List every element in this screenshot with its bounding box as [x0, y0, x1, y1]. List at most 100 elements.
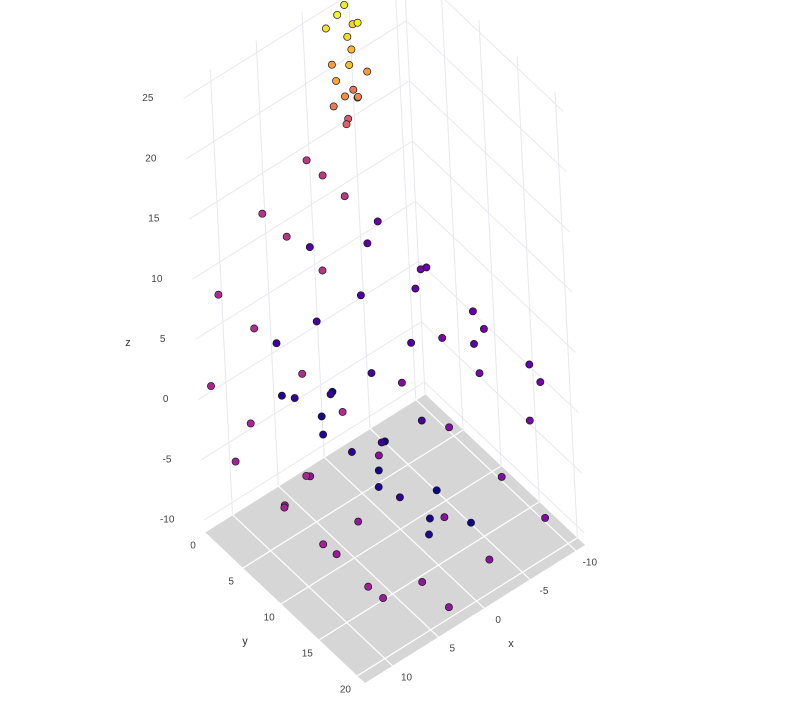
grid-line	[421, 321, 582, 474]
point	[333, 10, 342, 19]
grid-line	[198, 261, 419, 400]
point	[425, 514, 434, 523]
point	[214, 290, 223, 299]
grid-line	[280, 465, 502, 605]
point	[407, 338, 416, 347]
y-axis-title: y	[242, 635, 248, 647]
point	[432, 486, 441, 495]
grid-line	[406, 20, 567, 173]
point	[373, 217, 382, 226]
point	[318, 266, 327, 275]
point	[422, 263, 431, 272]
point	[374, 466, 383, 475]
grid-line	[242, 429, 464, 569]
grid-line	[415, 200, 576, 353]
point	[332, 76, 341, 85]
point	[475, 369, 484, 378]
grid-line	[357, 537, 578, 677]
grid-line	[395, 0, 417, 400]
y-tick-label: 0	[190, 541, 196, 552]
point	[347, 448, 356, 456]
grid-line	[277, 485, 439, 638]
z-tick-label: 25	[142, 93, 154, 104]
point	[302, 471, 311, 480]
point	[377, 438, 386, 447]
grid-line	[192, 140, 413, 280]
point	[340, 0, 349, 9]
point	[345, 61, 354, 69]
point	[468, 307, 477, 316]
grid-line	[554, 92, 578, 538]
grid-line	[369, 428, 531, 580]
point	[302, 156, 311, 165]
y-tick-label: 10	[264, 613, 276, 624]
floor	[205, 394, 585, 683]
grid-line	[204, 393, 426, 533]
point	[207, 382, 215, 391]
point	[318, 171, 327, 180]
grid-line	[441, 0, 464, 430]
z-tick-label: 20	[145, 153, 157, 164]
point	[367, 369, 376, 378]
y-tick-label: 15	[302, 648, 314, 659]
grid-line	[444, 0, 564, 112]
z-tick-label: -5	[162, 454, 171, 465]
point	[470, 339, 478, 348]
point	[319, 540, 328, 549]
point	[363, 67, 372, 76]
point	[312, 317, 321, 326]
z-axis-title: z	[125, 337, 131, 349]
point	[354, 92, 362, 101]
point	[321, 24, 330, 33]
grid-line	[424, 381, 585, 534]
x-tick-label: -10	[583, 557, 598, 568]
grid-line	[323, 456, 485, 609]
point	[374, 483, 383, 491]
z-tick-label: 10	[151, 274, 163, 285]
grid-line	[232, 514, 393, 667]
z-tick-label: 5	[160, 334, 166, 345]
point	[541, 513, 550, 522]
point	[231, 457, 240, 466]
point	[317, 412, 326, 421]
point	[411, 284, 420, 293]
point	[341, 92, 349, 101]
point	[340, 192, 349, 201]
point	[298, 369, 307, 378]
point	[282, 232, 291, 241]
point	[438, 333, 447, 342]
x-axis-title: x	[508, 638, 514, 650]
point	[525, 360, 534, 369]
point	[444, 603, 453, 612]
point	[467, 518, 475, 527]
point	[349, 85, 358, 94]
point	[250, 324, 259, 333]
point	[525, 416, 534, 425]
grid-line	[183, 0, 342, 99]
grid-line	[189, 80, 410, 220]
grid-line	[348, 0, 371, 429]
x-tick-label: 10	[401, 672, 413, 683]
grid-line	[209, 69, 233, 515]
grid-line	[478, 20, 502, 466]
z-tick-label: -10	[160, 515, 175, 526]
point	[374, 451, 383, 460]
point	[379, 594, 388, 603]
grid-line	[516, 56, 540, 502]
point	[364, 582, 373, 591]
y-tick-label: 5	[228, 577, 234, 588]
point	[417, 416, 426, 425]
point	[485, 555, 494, 564]
point	[425, 530, 433, 539]
point	[347, 45, 356, 54]
point	[338, 407, 347, 416]
z-tick-label: 15	[148, 214, 160, 225]
point	[326, 390, 335, 399]
point	[290, 394, 299, 403]
grid-line	[201, 321, 422, 461]
grid-line	[415, 399, 577, 552]
point	[356, 291, 365, 300]
point	[258, 209, 267, 218]
point	[440, 513, 449, 522]
